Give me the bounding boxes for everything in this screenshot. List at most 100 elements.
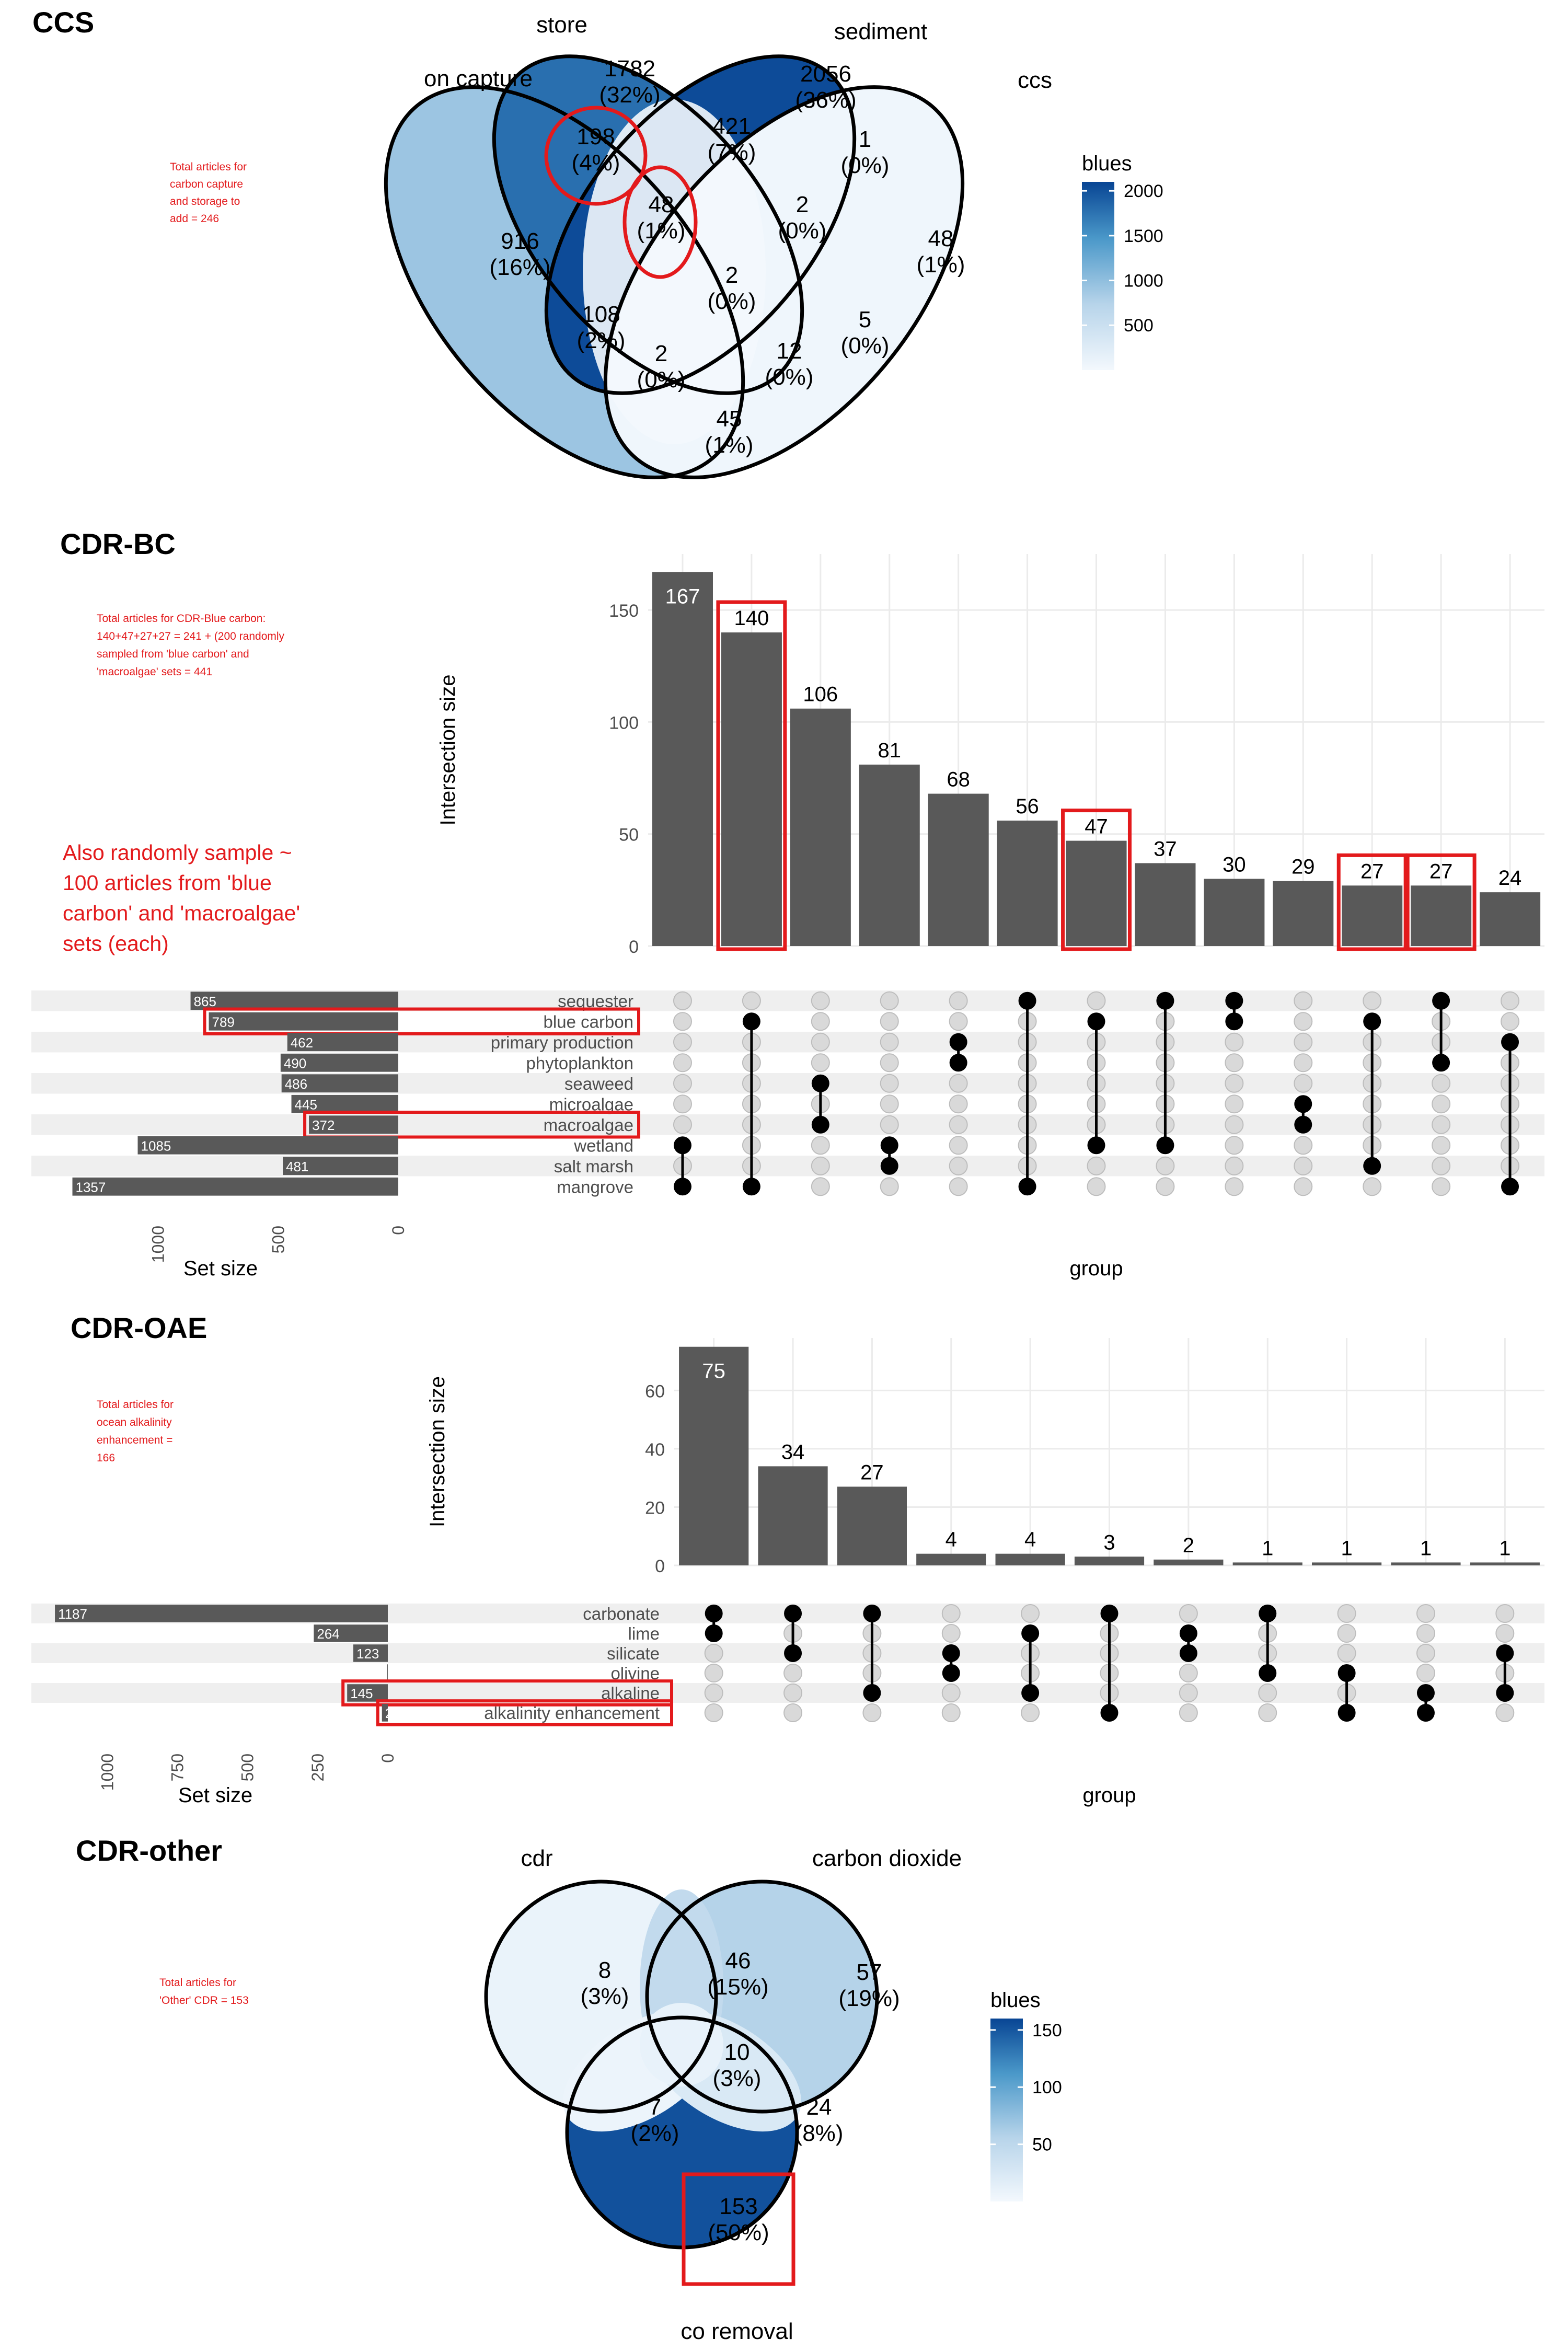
matrix-dot-empty	[880, 1012, 899, 1031]
matrix-dot-empty	[811, 1136, 830, 1155]
matrix-dot-empty	[949, 1136, 968, 1155]
matrix-dot-empty	[1258, 1684, 1277, 1702]
matrix-dot-empty	[880, 1053, 899, 1073]
bar-value-label: 1	[1499, 1537, 1511, 1560]
note-line: Total articles for	[170, 161, 247, 173]
set-name-label: phytoplankton	[526, 1053, 634, 1073]
venn-set-outline	[384, 85, 745, 479]
venn-set-outline	[492, 54, 804, 395]
matrix-dot-empty	[673, 1032, 692, 1052]
set-label: on capture	[424, 66, 533, 91]
matrix-dot-filled	[1018, 991, 1036, 1010]
legend-tick-label: 2000	[1124, 181, 1163, 201]
matrix-dot-filled	[1501, 1033, 1519, 1051]
matrix-dot-empty	[1294, 1177, 1313, 1196]
region-count: 2	[796, 192, 809, 217]
region-percent: (15%)	[707, 1974, 768, 2000]
highlight-circle	[622, 165, 698, 279]
bar-value-label: 34	[781, 1440, 805, 1463]
region-percent: (36%)	[795, 87, 856, 113]
set-size-bar	[137, 1136, 398, 1155]
matrix-dot-empty	[949, 1115, 968, 1134]
intersection-bar	[928, 793, 989, 946]
set-size-bar	[55, 1605, 388, 1622]
matrix-dot-filled	[880, 1157, 898, 1175]
intersection-bar	[1470, 1562, 1540, 1565]
bar-value-label: 2	[1183, 1534, 1194, 1557]
intersection-bar	[1273, 881, 1334, 946]
note-line: sampled from 'blue carbon' and	[97, 648, 249, 660]
matrix-dot-empty	[949, 1156, 968, 1175]
matrix-dot-filled	[1259, 1605, 1277, 1622]
region-count: 24	[806, 2094, 832, 2120]
intersection-bar	[1311, 1562, 1382, 1565]
region-count: 48	[649, 192, 674, 217]
bar-value-label: 1	[1420, 1537, 1432, 1560]
legend-title: blues	[1082, 152, 1132, 175]
matrix-dot-empty	[1294, 1156, 1313, 1175]
venn-set-outline	[603, 85, 965, 479]
matrix-dot-empty	[811, 1177, 830, 1196]
intersection-bar	[837, 1486, 907, 1565]
matrix-dot-filled	[1416, 1704, 1435, 1722]
bar-value-label: 27	[1361, 860, 1384, 883]
matrix-dot-empty	[673, 1074, 692, 1093]
note-line: Total articles for	[97, 1399, 174, 1411]
note-line: Total articles for	[159, 1977, 236, 1989]
matrix-dot-empty	[673, 1012, 692, 1031]
intersection-bar	[1342, 885, 1403, 946]
matrix-dot-filled	[1100, 1704, 1119, 1722]
intersection-bar	[995, 1553, 1065, 1565]
matrix-row-stripe	[31, 1073, 1544, 1094]
matrix-dot-empty	[704, 1644, 723, 1663]
set-name-label: alkalinity enhancement	[484, 1703, 660, 1723]
region-count: 46	[725, 1948, 751, 1974]
set-name-label: primary production	[491, 1033, 633, 1052]
intersection-bar	[790, 708, 851, 946]
region-count: 153	[719, 2194, 757, 2219]
legend-colorbar	[990, 2019, 1023, 2201]
intersection-bar	[1074, 1557, 1145, 1565]
matrix-dot-empty	[1087, 1177, 1106, 1196]
note-ccs: Total articles for carbon capture and st…	[170, 161, 247, 225]
matrix-dot-empty	[1432, 1094, 1451, 1114]
section-title-cdr-oae: CDR-OAE	[71, 1311, 207, 1344]
set-size-axis-title: Set size	[183, 1257, 258, 1280]
matrix-dot-empty	[811, 1156, 830, 1175]
intersection-bar	[1411, 885, 1472, 946]
set-size-bar	[72, 1177, 398, 1196]
region-count: 198	[577, 124, 615, 149]
matrix-dot-filled	[863, 1684, 881, 1702]
set-size-value: 264	[317, 1626, 339, 1642]
intersection-bar	[1232, 1562, 1302, 1565]
matrix-dot-empty	[1225, 1053, 1244, 1073]
matrix-dot-empty	[1294, 1012, 1313, 1031]
matrix-dot-empty	[1495, 1604, 1515, 1623]
matrix-dot-filled	[811, 1115, 829, 1134]
region-count: 7	[649, 2094, 661, 2120]
venn-set-outline	[645, 1880, 879, 2114]
y-tick-label: 40	[645, 1440, 665, 1460]
set-size-value: 865	[194, 994, 216, 1009]
region-percent: (4%)	[572, 150, 620, 176]
matrix-dot-filled	[1338, 1664, 1356, 1682]
matrix-dot-empty	[1495, 1624, 1515, 1643]
matrix-dot-empty	[949, 991, 968, 1010]
bar-value-label: 167	[665, 585, 700, 608]
bar-value-label: 24	[1498, 867, 1522, 890]
region-percent: (2%)	[577, 328, 626, 353]
matrix-dot-empty	[811, 991, 830, 1010]
matrix-dot-filled	[942, 1644, 960, 1662]
set-size-tick-label: 1000	[149, 1226, 168, 1263]
set-name-label: seaweed	[564, 1074, 633, 1093]
note-line: Also randomly sample ~	[63, 840, 292, 864]
matrix-dot-filled	[1021, 1684, 1040, 1702]
bar-value-label: 27	[860, 1461, 884, 1484]
matrix-dot-filled	[949, 1054, 967, 1072]
set-size-bar	[314, 1624, 388, 1642]
set-size-value: 462	[291, 1035, 313, 1051]
y-tick-label: 100	[609, 713, 639, 733]
bar-value-label: 4	[946, 1528, 957, 1551]
matrix-dot-empty	[949, 1094, 968, 1114]
note-cdr-bc: Total articles for CDR-Blue carbon: 140+…	[97, 613, 285, 678]
